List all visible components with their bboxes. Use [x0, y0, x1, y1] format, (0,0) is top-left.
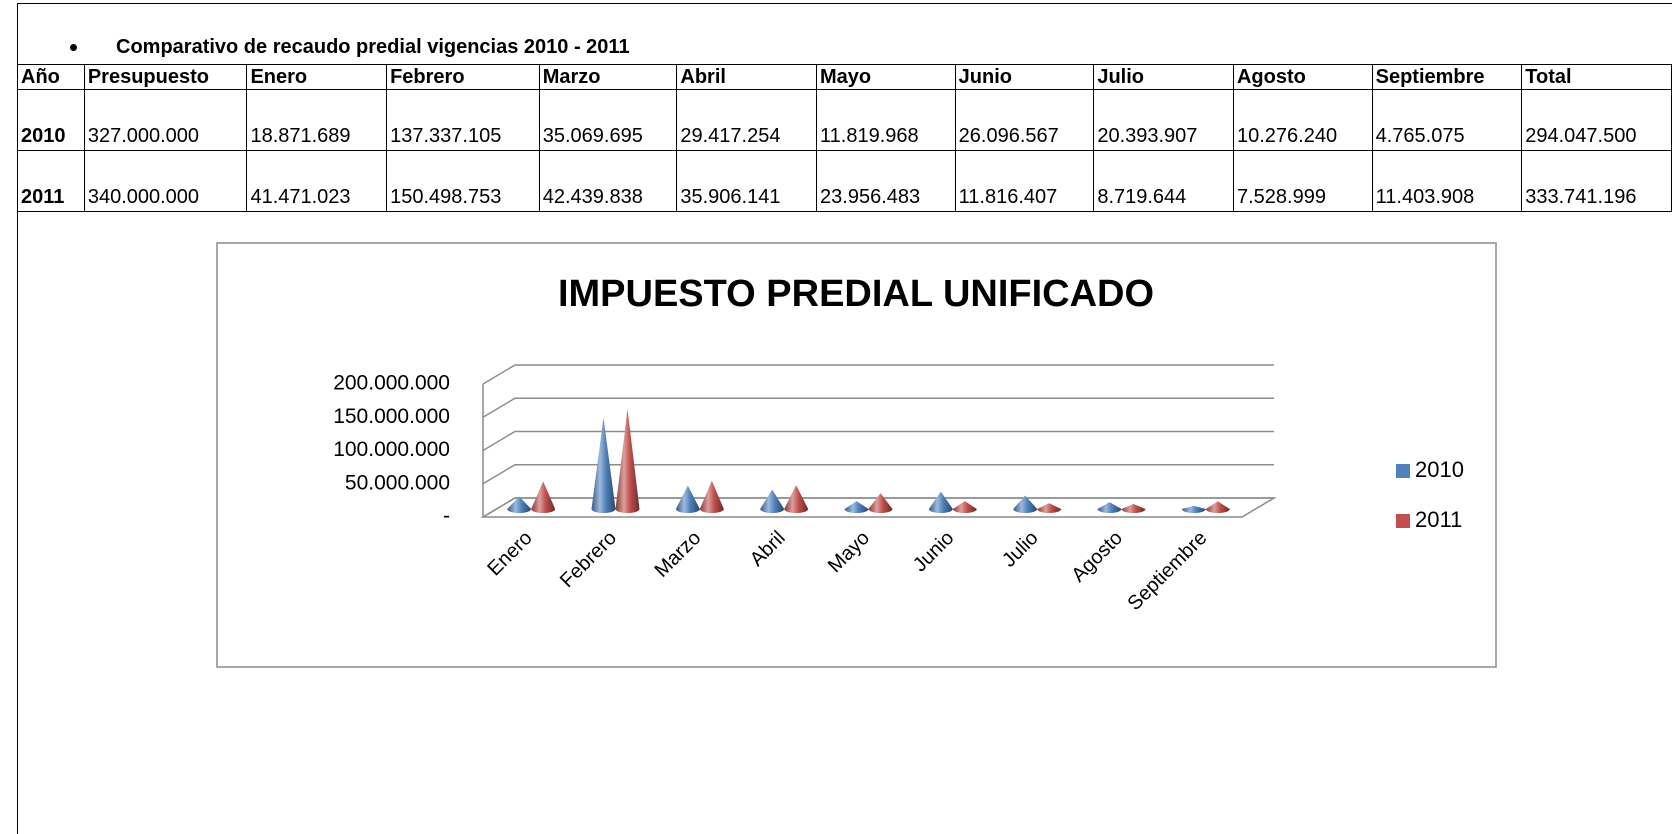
grid-line: [482, 364, 1274, 385]
header-cell: Total: [1521, 64, 1672, 90]
cell: 2010: [17, 89, 85, 151]
chart-frame: [216, 242, 1497, 668]
cell: 7.528.999: [1232, 150, 1373, 212]
cone: [1205, 501, 1230, 513]
cell: 150.498.753: [386, 150, 540, 212]
cone: [784, 485, 809, 513]
cone: [591, 417, 616, 513]
cell: 10.276.240: [1232, 89, 1373, 151]
cell: 294.047.500: [1521, 89, 1672, 151]
cone: [928, 491, 953, 513]
cell: 11.816.407: [954, 150, 1095, 212]
cone: [531, 481, 556, 513]
heading: Comparativo de recaudo predial vigencias…: [70, 36, 630, 59]
cone: [1121, 503, 1146, 513]
grid-line: [482, 430, 1274, 452]
cell: 8.719.644: [1093, 150, 1234, 212]
data-row: 2011 340.000.000 41.471.023 150.498.753 42.4…: [17, 150, 1672, 212]
cell: 42.439.838: [538, 150, 678, 212]
header-cell: Año: [17, 64, 85, 90]
legend-swatch: [1396, 464, 1410, 478]
data-table: Año Presupuesto Enero Febrero Marzo Abril Mayo…: [17, 64, 1672, 212]
legend-label: 2010: [1415, 457, 1464, 482]
cone: [844, 501, 869, 513]
header-cell: Enero: [246, 64, 388, 90]
bullet: [70, 44, 77, 51]
cone: [1181, 505, 1206, 513]
data-row: 2010 327.000.000 18.871.689 137.337.105 35.0…: [17, 89, 1672, 151]
legend-swatch: [1396, 514, 1410, 528]
cell: 29.417.254: [676, 89, 818, 151]
header-cell: Presupuesto: [83, 64, 248, 90]
header-cell: Julio: [1093, 64, 1234, 90]
cell: 26.096.567: [954, 89, 1095, 151]
cell: 35.069.695: [538, 89, 678, 151]
cone: [760, 489, 785, 513]
y-tick-label: 150.000.000: [333, 405, 450, 428]
cell: 23.956.483: [816, 150, 956, 212]
header-cell: Marzo: [538, 64, 678, 90]
cell: 35.906.141: [676, 150, 818, 212]
grid-line: [482, 464, 1274, 485]
cone: [675, 485, 700, 513]
cone: [615, 408, 640, 513]
cell: 137.337.105: [386, 89, 540, 151]
cell: 11.403.908: [1371, 150, 1523, 212]
y-tick-label: 200.000.000: [333, 372, 450, 395]
heading-text: Comparativo de recaudo predial vigencias…: [116, 36, 630, 58]
cell: 327.000.000: [83, 89, 248, 151]
page-frame: [17, 3, 1672, 834]
legend-label: 2011: [1415, 507, 1462, 532]
y-tick-label: -: [443, 505, 450, 528]
header-row: Año Presupuesto Enero Febrero Marzo Abril Mayo…: [17, 64, 1672, 90]
cone: [952, 501, 977, 513]
grid-line: [482, 397, 1274, 418]
cell: 340.000.000: [83, 150, 248, 212]
cell: 41.471.023: [246, 150, 388, 212]
cone: [1097, 502, 1122, 513]
grid-line: [482, 497, 1274, 518]
cone: [1037, 503, 1062, 513]
cell: 11.819.968: [816, 89, 956, 151]
cone: [699, 480, 724, 513]
header-cell: Septiembre: [1371, 64, 1523, 90]
y-tick-label: 50.000.000: [345, 471, 450, 494]
header-cell: Agosto: [1232, 64, 1373, 90]
cone: [507, 496, 532, 513]
cell: 4.765.075: [1371, 89, 1523, 151]
chart-title: IMPUESTO PREDIAL UNIFICADO: [558, 273, 1154, 315]
header-cell: Junio: [954, 64, 1095, 90]
cone: [1013, 495, 1038, 513]
y-tick-label: 100.000.000: [333, 438, 450, 461]
cone: [868, 493, 893, 513]
cell: 333.741.196: [1521, 150, 1672, 212]
